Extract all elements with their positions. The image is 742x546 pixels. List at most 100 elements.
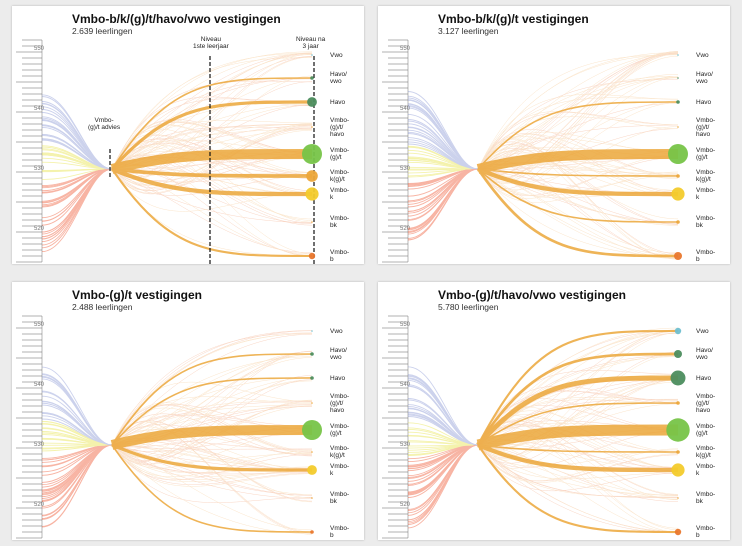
fan-line <box>407 440 479 446</box>
fan-line <box>41 152 113 170</box>
thin-flow <box>111 126 313 186</box>
main-flow-2 <box>110 100 313 171</box>
main-flow-4 <box>110 149 313 174</box>
thin-flow <box>477 444 679 533</box>
node-7 <box>676 220 680 224</box>
thin-flow <box>111 404 313 446</box>
fan-line <box>407 444 479 524</box>
fan-line <box>407 97 479 170</box>
fan-line <box>407 385 479 446</box>
thin-flow <box>477 444 679 532</box>
thin-flow <box>477 52 679 170</box>
main-flow-1 <box>476 352 679 446</box>
chart-subtitle: 2.639 leerlingen <box>72 26 133 36</box>
fan-line <box>407 434 479 446</box>
fan-line <box>41 444 113 517</box>
node-7 <box>311 497 313 499</box>
fan-line <box>41 431 113 446</box>
main-flow-5 <box>477 168 679 177</box>
fan-line <box>407 377 479 446</box>
thin-flow <box>477 136 679 195</box>
chart-title: Vmbo-(g)/t vestigingen <box>72 288 202 302</box>
main-flow-8 <box>476 168 679 258</box>
fan-line <box>407 99 479 170</box>
fan-line <box>41 390 113 446</box>
fan-line <box>41 395 113 446</box>
category-label: Havo/ vwo <box>696 347 713 361</box>
fan-line <box>41 444 113 499</box>
axis-tick-label: 540 <box>400 382 411 388</box>
thin-flow <box>111 444 313 463</box>
thin-flow <box>477 55 679 184</box>
fan-line <box>41 444 113 496</box>
fan-line <box>41 444 113 459</box>
fan-line <box>41 438 113 446</box>
fan-line <box>41 154 113 170</box>
node-8 <box>674 252 682 260</box>
fan-line <box>407 158 479 170</box>
fan-line <box>41 120 113 170</box>
main-flows <box>110 77 313 258</box>
fan-line <box>407 103 479 170</box>
fan-line <box>41 168 113 235</box>
fan-line <box>407 379 479 446</box>
fan-line <box>41 427 113 446</box>
fan-line <box>41 444 113 491</box>
thin-flow <box>111 56 313 180</box>
category-label: Vmbo- (g)/t/ havo <box>330 116 350 138</box>
fan-line <box>407 444 479 460</box>
thin-flow <box>111 96 313 170</box>
fan-line <box>407 168 479 205</box>
fan-line <box>407 435 479 446</box>
fan-line <box>407 168 479 186</box>
thin-flow <box>477 116 679 170</box>
thin-flow <box>111 401 313 461</box>
category-label: Havo <box>696 374 712 382</box>
fan-line <box>41 444 113 501</box>
thin-flow <box>477 444 679 482</box>
fan-line <box>407 91 479 170</box>
thin-flow <box>111 404 313 453</box>
main-flow-5 <box>111 167 313 178</box>
thin-flow <box>111 402 313 457</box>
thin-flow <box>477 168 679 256</box>
thin-flow <box>477 444 679 483</box>
node-8 <box>310 530 314 534</box>
node-1 <box>310 352 314 356</box>
thin-flow <box>111 135 313 191</box>
thin-flow <box>111 426 313 499</box>
fan-line <box>407 168 479 231</box>
flow-chart-svg-3: 550 540 530 520 <box>382 315 690 539</box>
category-label: Vmbo- k(g)/t <box>330 445 350 459</box>
thin-flow <box>111 52 313 170</box>
fan-line <box>407 444 479 451</box>
category-label: Vwo <box>696 327 709 335</box>
category-label: Vmbo- k(g)/t <box>696 445 716 459</box>
fan-line <box>41 376 113 446</box>
thin-flow <box>111 52 313 170</box>
fan-line <box>41 168 113 202</box>
axis-tick-label: 530 <box>34 166 45 172</box>
fan-line <box>407 444 479 456</box>
node-0 <box>311 330 313 332</box>
node-0 <box>677 54 679 56</box>
fan-line <box>41 376 113 446</box>
fan-line <box>407 444 479 449</box>
fan-line <box>407 168 479 241</box>
thin-flow <box>477 168 679 226</box>
axis-tick-label: 520 <box>400 502 411 508</box>
fan-line <box>41 444 113 520</box>
node-7 <box>677 497 679 499</box>
fan-line <box>41 134 113 170</box>
category-label: Vwo <box>330 327 343 335</box>
main-flow-4 <box>476 149 679 174</box>
fan-line <box>41 168 113 222</box>
ruler-axis <box>16 315 43 539</box>
fan-line <box>407 444 479 468</box>
thin-flow <box>111 80 313 170</box>
category-label: Vmbo- b <box>330 249 350 263</box>
fan-line <box>407 411 479 446</box>
thin-flow <box>111 122 313 191</box>
fan-line <box>41 168 113 253</box>
fan-line <box>41 168 113 189</box>
